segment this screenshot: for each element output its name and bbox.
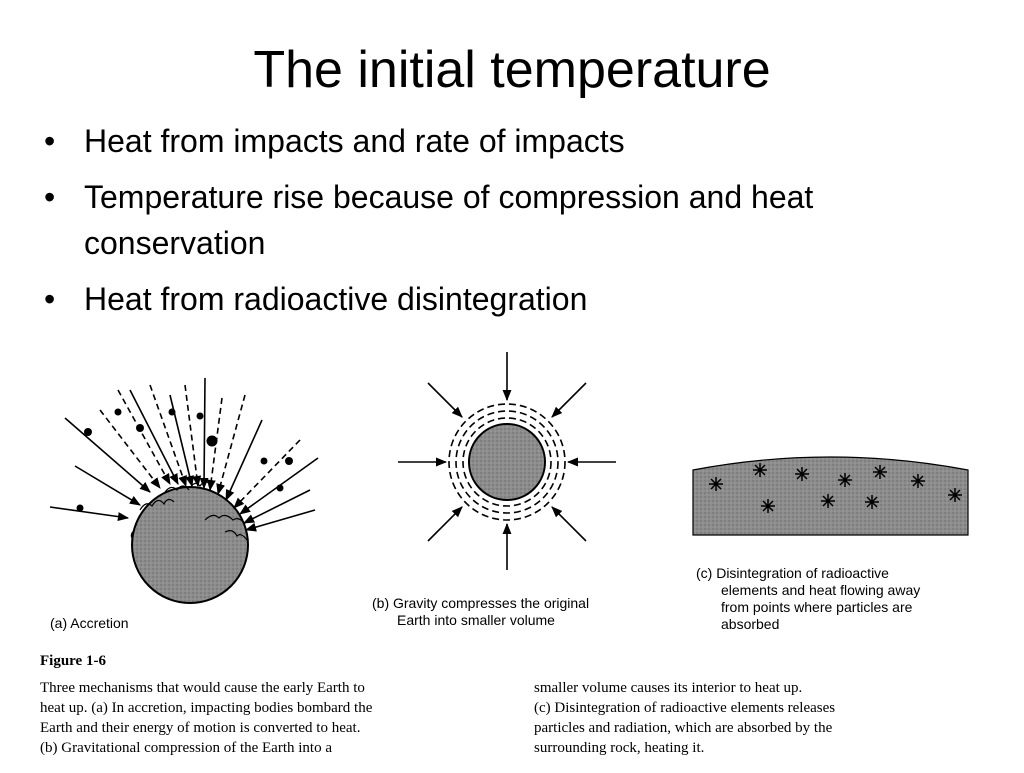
caption-right-line: surrounding rock, heating it.: [534, 740, 704, 756]
panel-c-label-line4: absorbed: [721, 616, 779, 632]
bullet-list: • Heat from impacts and rate of impacts •…: [44, 118, 944, 332]
panel-b-compression: (b) Gravity compresses the original Eart…: [372, 352, 616, 628]
panel-c-radioactive: (c) Disintegration of radioactive elemen…: [692, 456, 969, 632]
radioactive-star-marks: [709, 463, 962, 513]
caption-right-line: smaller volume causes its interior to he…: [534, 680, 802, 696]
figure-1-6: (a) Accretion (b) Gravity compresses the…: [0, 340, 1024, 768]
panel-a-accretion: (a) Accretion: [49, 377, 319, 631]
bullet-text: Heat from impacts and rate of impacts: [84, 123, 625, 159]
bullet-dot-icon: •: [44, 179, 56, 215]
bullet-item: • Temperature rise because of compression…: [44, 174, 944, 266]
figure-illustration: (a) Accretion (b) Gravity compresses the…: [49, 352, 969, 632]
bullet-item: • Heat from radioactive disintegration: [44, 276, 944, 322]
caption-right-line: (c) Disintegration of radioactive elemen…: [534, 700, 835, 716]
caption-left-line: Earth and their energy of motion is conv…: [40, 720, 360, 736]
compression-arrows: [398, 352, 616, 570]
compression-shell-outer: [448, 403, 566, 521]
panel-c-label-line2: elements and heat flowing away: [721, 582, 920, 598]
figure-number: Figure 1-6: [40, 653, 106, 669]
panel-b-label-line2: Earth into smaller volume: [397, 612, 555, 628]
caption-left-line: Three mechanisms that would cause the ea…: [40, 680, 365, 696]
rock-slab: [692, 456, 969, 536]
compression-shell-middle: [455, 410, 559, 514]
caption-right-line: particles and radiation, which are absor…: [534, 720, 833, 736]
panel-a-label: (a) Accretion: [50, 615, 129, 631]
bullet-text: Temperature rise because of compression …: [84, 179, 814, 261]
bullet-dot-icon: •: [44, 281, 56, 317]
panel-b-label-line1: (b) Gravity compresses the original: [372, 595, 589, 611]
figure-caption: Figure 1-6 Three mechanisms that would c…: [40, 653, 835, 756]
panel-c-label-line1: (c) Disintegration of radioactive: [696, 565, 889, 581]
compressed-earth: [468, 423, 546, 501]
panel-c-label-line3: from points where particles are: [721, 599, 913, 615]
bullet-text: Heat from radioactive disintegration: [84, 281, 588, 317]
bullet-item: • Heat from impacts and rate of impacts: [44, 118, 944, 164]
impact-splash-marks: [130, 481, 248, 541]
slide-title: The initial temperature: [253, 41, 771, 99]
caption-left-line: (b) Gravitational compression of the Ear…: [40, 740, 332, 756]
impactor-bodies: [76, 408, 293, 512]
bullet-dot-icon: •: [44, 123, 56, 159]
caption-left-line: heat up. (a) In accretion, impacting bod…: [40, 700, 373, 716]
compression-shell-inner: [462, 417, 552, 507]
